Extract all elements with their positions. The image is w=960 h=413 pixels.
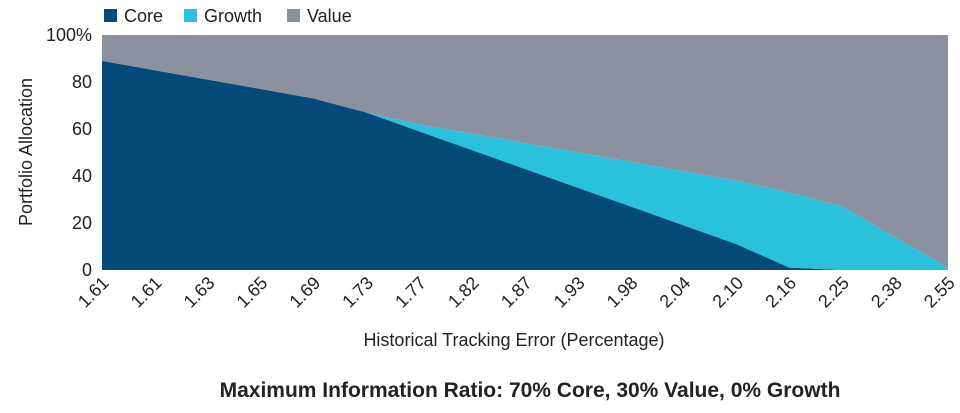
x-tick-label: 1.82	[444, 273, 483, 312]
x-tick-label: 2.38	[867, 273, 906, 312]
area-growth	[102, 60, 948, 270]
y-tick-label: 40	[72, 166, 92, 186]
legend-label: Growth	[204, 6, 262, 26]
y-tick-label: 20	[72, 213, 92, 233]
x-tick-label: 2.16	[761, 273, 800, 312]
x-axis-title: Historical Tracking Error (Percentage)	[363, 330, 664, 350]
legend-item-core: Core	[104, 6, 163, 26]
area-core	[102, 60, 948, 270]
legend-swatch	[184, 9, 197, 22]
x-tick-label: 2.10	[708, 273, 747, 312]
x-tick-label: 1.77	[391, 273, 430, 312]
x-tick-label: 1.98	[603, 273, 642, 312]
chart-footnote: Maximum Information Ratio: 70% Core, 30%…	[220, 379, 841, 402]
stacked-areas	[102, 35, 948, 270]
legend-item-value: Value	[287, 6, 352, 26]
y-tick-label: 0	[82, 260, 92, 280]
x-tick-label: 1.61	[127, 273, 166, 312]
area-value	[102, 35, 948, 268]
x-tick-label: 2.25	[814, 273, 853, 312]
x-tick-label: 2.04	[656, 273, 695, 312]
x-tick-label: 1.87	[497, 273, 536, 312]
y-axis-title: Portfolio Allocation	[16, 78, 36, 226]
x-axis-ticks: 1.61 1.61 1.63 1.65 1.69 1.73 1.77 1.82 1.87 1.93…	[74, 273, 959, 312]
x-tick-label: 1.93	[550, 273, 589, 312]
y-tick-label: 80	[72, 72, 92, 92]
x-tick-label: 2.55	[920, 273, 959, 312]
x-tick-label: 1.69	[285, 273, 324, 312]
legend-label: Value	[307, 6, 352, 26]
x-tick-label: 1.65	[233, 273, 272, 312]
legend-item-growth: Growth	[184, 6, 262, 26]
legend: Core Growth Value	[104, 6, 352, 26]
legend-swatch	[287, 9, 300, 22]
legend-label: Core	[124, 6, 163, 26]
x-tick-label: 1.61	[74, 273, 113, 312]
y-tick-label: 100%	[46, 25, 92, 45]
x-tick-label: 1.63	[180, 273, 219, 312]
y-axis-ticks: 0 20 40 60 80 100%	[46, 25, 92, 280]
legend-swatch	[104, 9, 117, 22]
x-tick-label: 1.73	[338, 273, 377, 312]
y-tick-label: 60	[72, 119, 92, 139]
